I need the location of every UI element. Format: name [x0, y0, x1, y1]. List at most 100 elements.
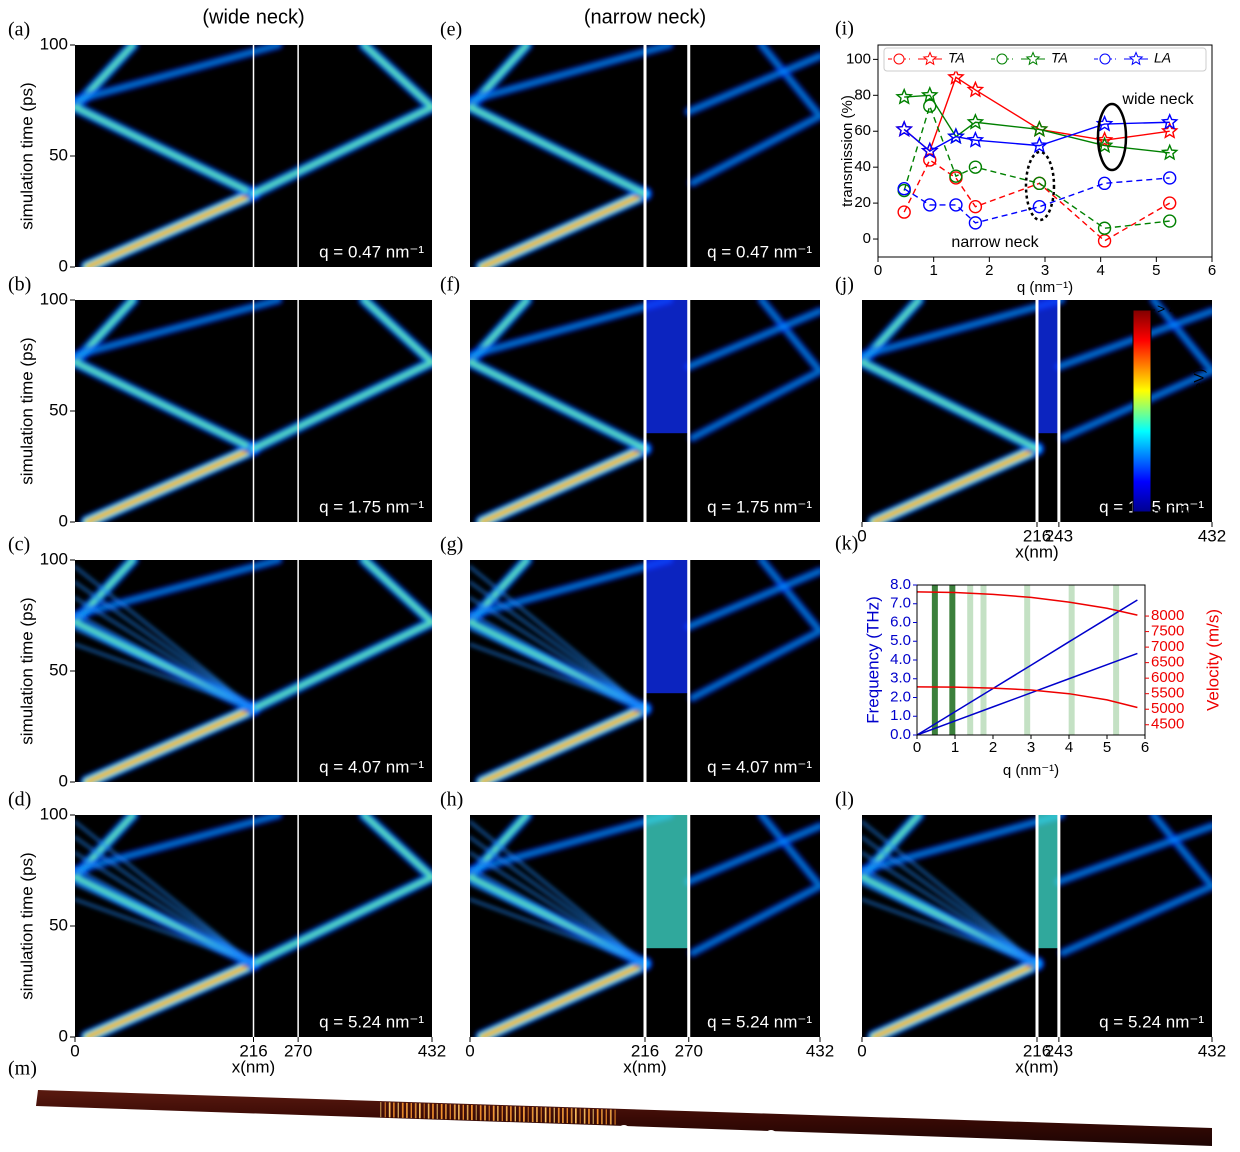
y-tick-label: 0: [863, 230, 871, 247]
y2-tick-label: 7000: [1151, 638, 1184, 655]
wire-stripe: [493, 1106, 494, 1121]
wire-stripe: [554, 1108, 555, 1123]
wire-stripe: [575, 1108, 576, 1123]
colorbar-label: energy (meV): [1191, 369, 1207, 454]
wire-stripe: [463, 1105, 464, 1120]
y-axis-label: simulation time (ps): [17, 337, 36, 484]
y2-tick-label: 7500: [1151, 623, 1184, 640]
wire-stripe: [424, 1103, 425, 1118]
y-tick-label: 1.0: [890, 707, 911, 724]
neck-field: [645, 300, 689, 433]
nanowire-image: [36, 1090, 1212, 1146]
annotation: q = 0.47 nm⁻¹: [707, 242, 812, 261]
x-tick-label: 0: [465, 1041, 474, 1060]
column-title: (narrow neck): [584, 6, 706, 28]
legend-label: TA: [1051, 50, 1068, 66]
wire-stripe: [402, 1103, 403, 1118]
legend-circle: [997, 54, 1007, 64]
wire-stripe: [437, 1104, 438, 1119]
x-axis-label: x(nm): [1015, 1057, 1058, 1076]
annotation: q = 4.07 nm⁻¹: [319, 757, 424, 776]
x-tick-label: 0: [874, 262, 882, 279]
wire-stripe: [432, 1104, 433, 1119]
y-tick-label: 100: [40, 804, 68, 823]
annotation: narrow neck: [951, 234, 1039, 251]
colorbar-tick-label: 1: [1157, 471, 1165, 487]
panel-label: (g): [440, 534, 463, 556]
wire-stripe: [428, 1104, 429, 1119]
x-tick-label: 6: [1208, 262, 1216, 279]
wire-stripe: [593, 1109, 594, 1124]
wire-stripe: [610, 1110, 611, 1125]
wire-stripe: [580, 1109, 581, 1124]
colorbar-tick-label: > 40: [1157, 301, 1185, 317]
y-tick-label: 50: [49, 400, 68, 419]
y-tick-label: 100: [40, 289, 68, 308]
y-tick-label: 2.0: [890, 688, 911, 705]
panel-label: (h): [440, 789, 463, 811]
wire-stripe: [601, 1109, 602, 1124]
y-tick-label: 0: [59, 771, 68, 790]
annotation: q = 1.75 nm⁻¹: [319, 497, 424, 516]
y-tick-label: 50: [49, 660, 68, 679]
annotation: q = 5.24 nm⁻¹: [319, 1012, 424, 1031]
wire-stripe: [588, 1109, 589, 1124]
wire-stripe: [549, 1108, 550, 1123]
x-tick-label: 270: [675, 1041, 703, 1060]
legend-circle: [1100, 54, 1110, 64]
q-band: [932, 585, 938, 735]
wire-stripe: [558, 1108, 559, 1123]
y-tick-label: 0.0: [890, 726, 911, 743]
wire-stripe: [393, 1102, 394, 1117]
x-tick-label: 0: [913, 739, 921, 756]
wire-stripe: [454, 1104, 455, 1119]
panel-label: (b): [8, 274, 31, 296]
x-axis-label: x(nm): [623, 1057, 666, 1076]
q-band: [967, 585, 973, 735]
panel-label: (m): [8, 1058, 37, 1080]
panel-label: (i): [835, 18, 854, 40]
x-tick-label: 432: [806, 1041, 834, 1060]
x-tick-label: 5: [1103, 739, 1111, 756]
annotation: q = 0.47 nm⁻¹: [319, 242, 424, 261]
wire-stripe: [467, 1105, 468, 1120]
wire-stripe: [519, 1107, 520, 1122]
neck-field: [645, 560, 689, 693]
wire-stripe: [484, 1105, 485, 1120]
y-tick-label: 4.0: [890, 651, 911, 668]
y-tick-label: 7.0: [890, 595, 911, 612]
y-tick-label: 5.0: [890, 632, 911, 649]
y2-tick-label: 8000: [1151, 607, 1184, 624]
y-tick-label: 20: [854, 194, 871, 211]
x-tick-label: 432: [418, 1041, 446, 1060]
y2-tick-label: 6000: [1151, 669, 1184, 686]
y-axis-label: transmission (%): [839, 95, 856, 207]
wire-stripe: [385, 1102, 386, 1117]
x-tick-label: 270: [284, 1041, 312, 1060]
y-tick-label: 80: [854, 86, 871, 103]
y-axis-label: simulation time (ps): [17, 82, 36, 229]
y-tick-label: 40: [854, 158, 871, 175]
x-tick-label: 3: [1027, 739, 1035, 756]
annotation: q = 1.75 nm⁻¹: [707, 497, 812, 516]
panel-label: (f): [440, 274, 460, 296]
x-axis-label: x(nm): [232, 1057, 275, 1076]
annotation: q = 4.07 nm⁻¹: [707, 757, 812, 776]
wire-stripe: [614, 1110, 615, 1125]
x-axis-label: x(nm): [1015, 542, 1058, 561]
y2-tick-label: 5000: [1151, 700, 1184, 717]
colorbar-tick-label: 10: [1157, 365, 1173, 381]
x-tick-label: 432: [1198, 526, 1226, 545]
q-band: [1069, 585, 1075, 735]
wire-stripe: [450, 1104, 451, 1119]
x-axis-label: q (nm⁻¹): [1017, 279, 1073, 296]
x-tick-label: 432: [1198, 1041, 1226, 1060]
plot-area: [878, 45, 1212, 257]
y-tick-label: 0: [59, 1026, 68, 1045]
x-tick-label: 3: [1041, 262, 1049, 279]
y-axis-label: Frequency (THz): [863, 596, 882, 724]
wire-stripe: [480, 1105, 481, 1120]
pore: [619, 1125, 629, 1133]
annotation: q = 5.24 nm⁻¹: [1099, 1012, 1204, 1031]
q-band: [981, 585, 987, 735]
